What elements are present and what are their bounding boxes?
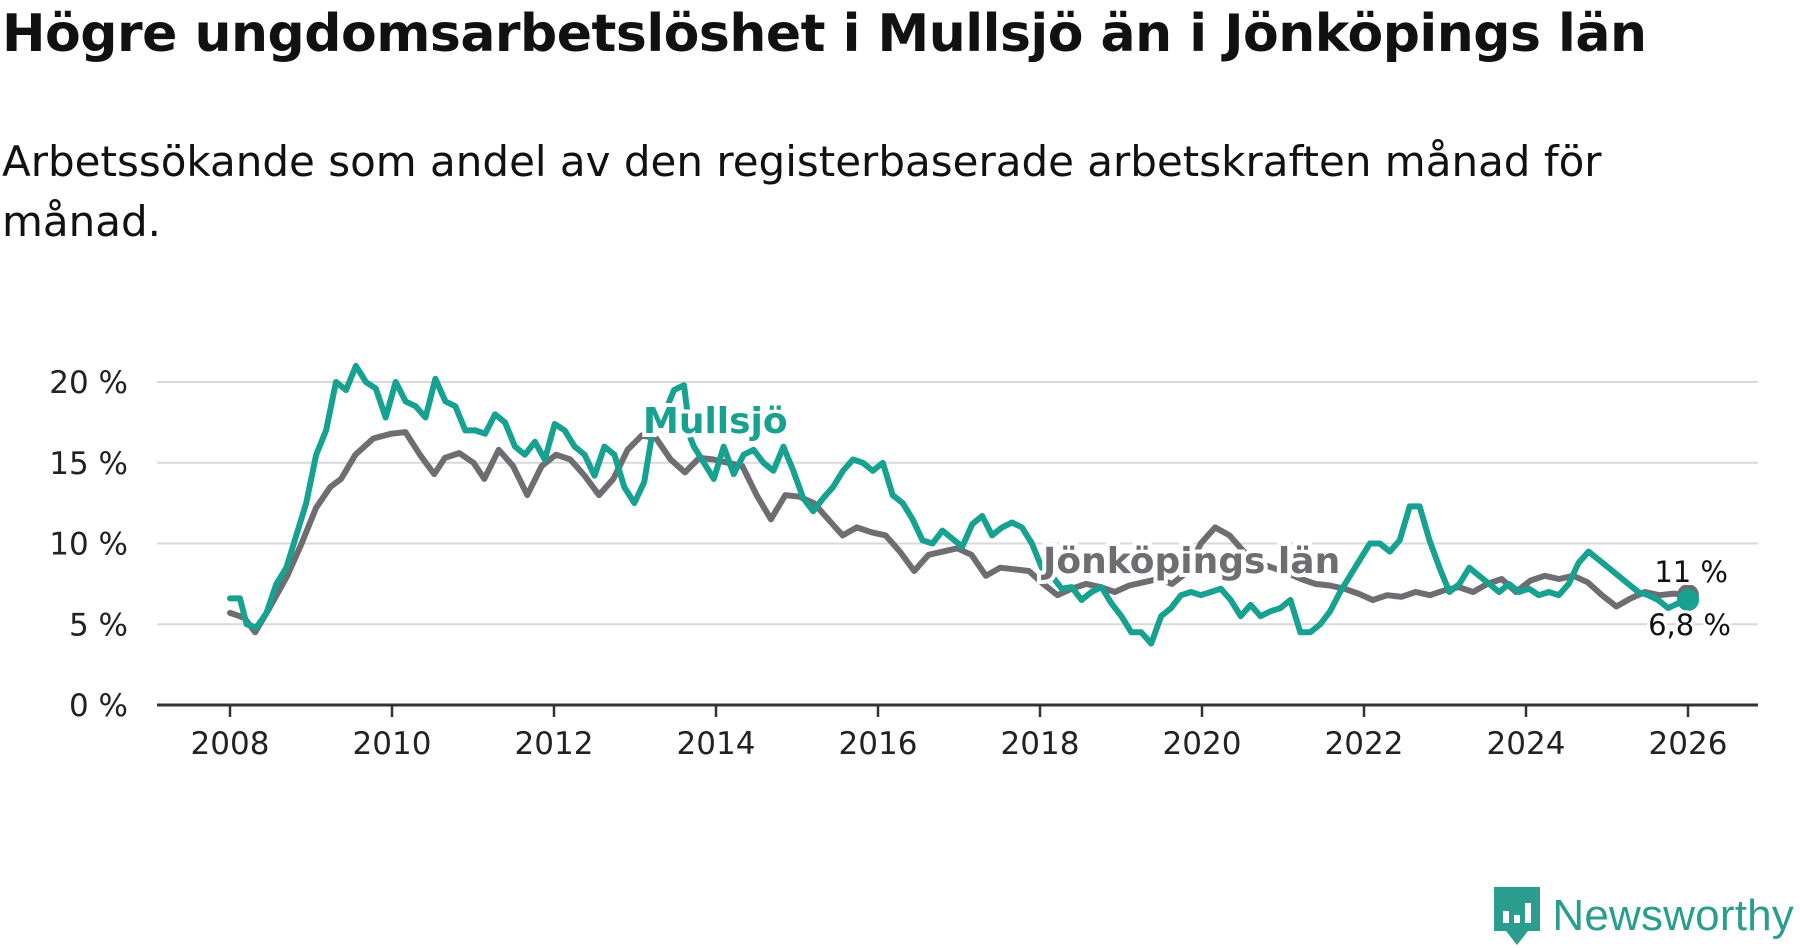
end-label-jonkoping: 6,8 % [1648, 608, 1731, 642]
brand-name: Newsworthy [1552, 891, 1794, 940]
series-line-mullsj- [227, 362, 1691, 647]
end-label-mullsjo: 11 % [1654, 555, 1728, 589]
newsworthy-chart-icon [1494, 887, 1541, 945]
series-end-point-mullsj- [1677, 589, 1699, 612]
x-tick-label: 2022 [1325, 726, 1404, 762]
y-tick-label: 5 % [69, 607, 128, 643]
series-label-mullsjo: Mullsjö [643, 401, 788, 442]
x-tick-label: 2024 [1487, 726, 1566, 762]
y-tick-label: 20 % [49, 365, 128, 401]
series-line-j-nk-pings-l-n [227, 429, 1691, 636]
x-tick-label: 2014 [677, 726, 756, 762]
x-tick-label: 2008 [191, 726, 270, 762]
x-tick-label: 2018 [1001, 726, 1080, 762]
y-tick-label: 10 % [49, 527, 128, 563]
x-tick-label: 2020 [1163, 726, 1242, 762]
x-tick-label: 2012 [515, 726, 594, 762]
chart-subtitle: Arbetssökande som andel av den registerb… [2, 137, 1602, 246]
brand-logo: Newsworthy [1492, 884, 1794, 948]
y-tick-label: 15 % [49, 446, 128, 482]
x-tick-label: 2026 [1649, 726, 1728, 762]
chart-title: Högre ungdomsarbetslöshet i Mullsjö än i… [2, 4, 1647, 64]
series-label-jonkoping: Jönköpings län [1040, 541, 1340, 582]
y-tick-label: 0 % [69, 688, 128, 724]
x-tick-label: 2010 [353, 726, 432, 762]
x-tick-label: 2016 [839, 726, 918, 762]
